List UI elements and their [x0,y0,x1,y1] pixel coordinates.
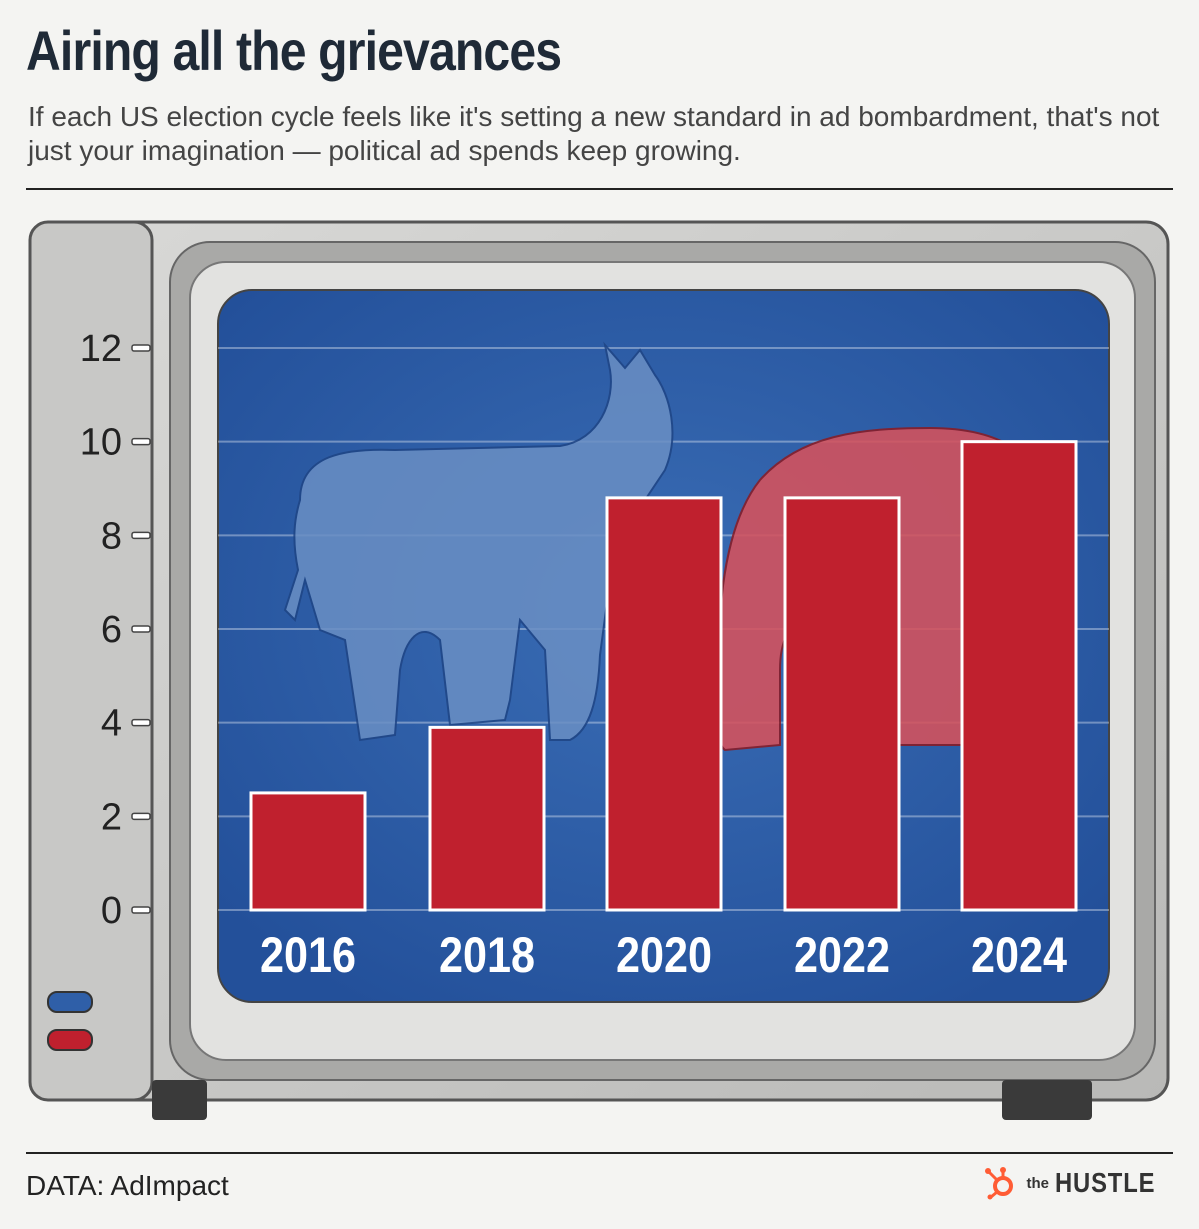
y-tick-label: 8 [101,515,122,557]
brand-hustle: HUSTLE [1055,1167,1156,1198]
x-label-2024: 2024 [971,927,1067,983]
top-divider [26,188,1173,190]
bottom-divider [26,1152,1173,1154]
brand-logo: the HUSTLE [983,1166,1174,1200]
y-tick-label: 10 [80,422,122,464]
y-tick-label: 12 [80,328,122,370]
page-title: Airing all the grievances [26,19,562,82]
tv-blue-indicator [47,991,93,1013]
bars [249,440,1078,912]
x-label-2016: 2016 [260,927,356,983]
y-tick-label: 6 [101,609,122,651]
tv-red-indicator [47,1029,93,1051]
y-tick-mark [131,718,151,727]
page-subtitle: If each US election cycle feels like it'… [28,101,1160,166]
y-tick-mark [131,906,151,914]
x-label-2020: 2020 [616,927,712,983]
x-label-2018: 2018 [439,927,535,983]
y-tick-label: 2 [101,796,122,838]
x-label-2022: 2022 [794,927,890,983]
y-tick-mark [131,531,151,540]
y-tick-mark [131,344,151,352]
y-tick-label: 0 [101,890,122,932]
hubspot-sprocket-icon [984,1167,1013,1200]
y-tick-mark [131,625,151,633]
data-source: DATA: AdImpact [26,1170,229,1201]
tv-bar-chart: 0 2 4 6 8 10 12 2016 2018 2020 2022 2024 [0,200,1199,1140]
bar-2022 [783,496,901,912]
y-axis: 0 2 4 6 8 10 12 [80,328,151,932]
y-tick-mark [131,437,151,446]
bar-2024 [960,440,1078,912]
y-tick-label: 4 [101,703,122,745]
bar-2020 [605,496,723,912]
bar-2016 [249,791,367,912]
x-axis-labels: 2016 2018 2020 2022 2024 [260,927,1067,983]
bar-2018 [428,725,546,912]
y-tick-mark [131,812,151,821]
brand-the: the [1026,1174,1050,1192]
